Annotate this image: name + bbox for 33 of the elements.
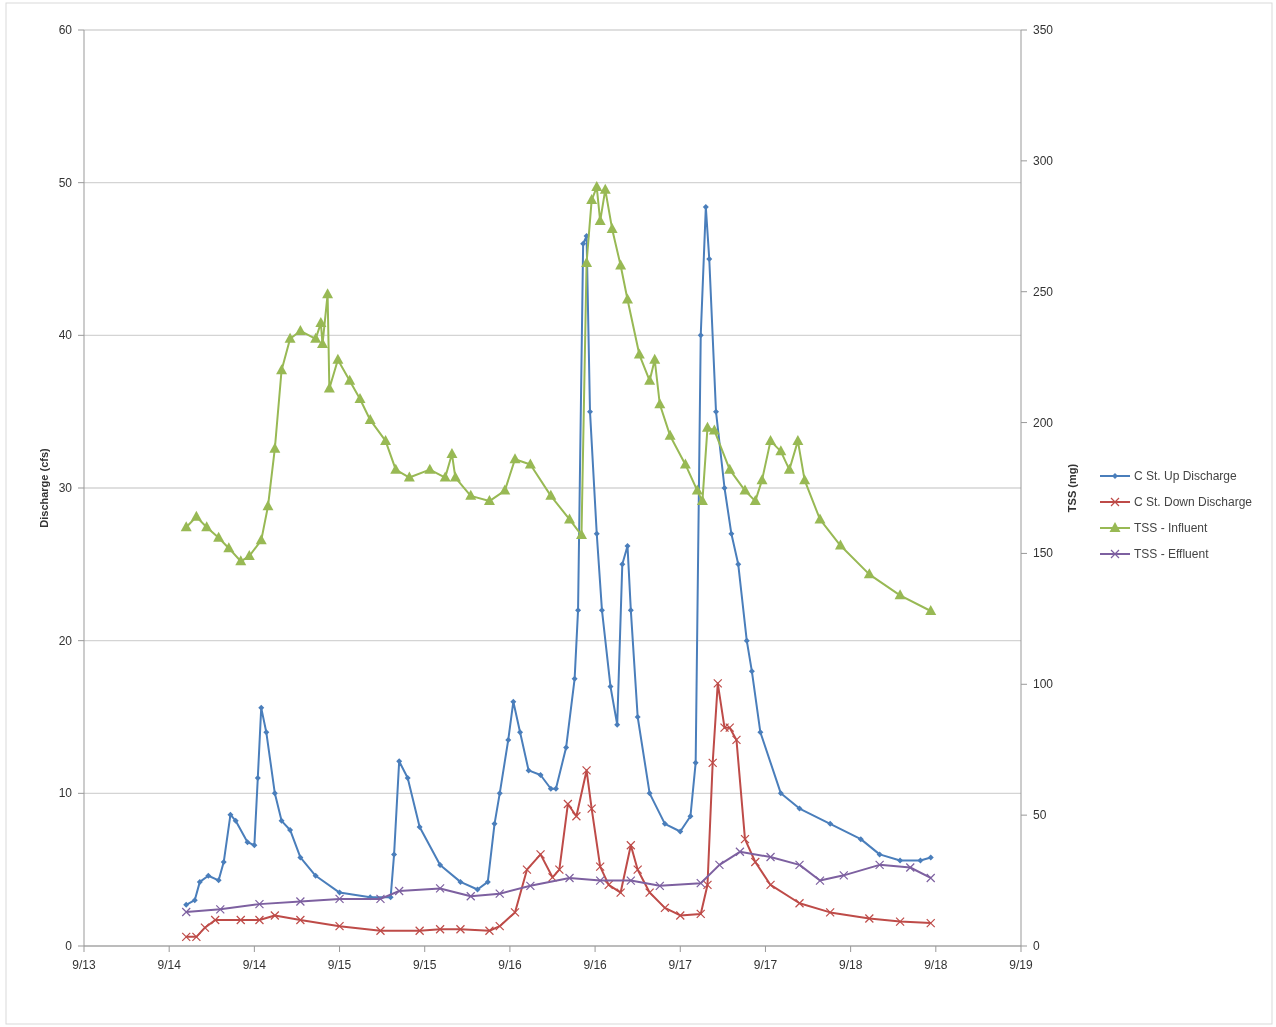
x-tick-label: 9/13 [72, 958, 96, 972]
y2-tick-label: 300 [1033, 153, 1054, 168]
y-tick-label: 60 [58, 23, 73, 37]
x-tick-label: 9/15 [327, 958, 352, 972]
x-tick-label: 9/14 [242, 958, 267, 972]
y2-tick-label: 50 [1033, 808, 1047, 823]
y-tick-label: 10 [58, 786, 73, 801]
x-tick-label: 9/16 [498, 958, 522, 972]
x-tick-label: 9/17 [753, 958, 778, 972]
legend-label: C St. Up Discharge [1134, 469, 1238, 483]
y-tick-label: 20 [58, 633, 73, 648]
y2-tick-label: 250 [1033, 284, 1054, 299]
x-tick-label: 9/17 [668, 958, 693, 972]
y-tick-label: 0 [65, 939, 73, 953]
y2-tick-label: 0 [1033, 939, 1040, 953]
legend-label: C St. Down Discharge [1134, 495, 1253, 509]
legend-label: TSS - Influent [1134, 521, 1209, 535]
legend-label: TSS - Effluent [1134, 547, 1210, 561]
y-tick-label: 30 [58, 481, 73, 495]
y2-tick-label: 350 [1033, 23, 1054, 37]
x-tick-label: 9/18 [924, 958, 948, 972]
x-tick-label: 9/16 [583, 958, 608, 972]
y-tick-label: 50 [58, 175, 73, 190]
y2-tick-label: 100 [1033, 677, 1054, 692]
y2-tick-label: 200 [1033, 415, 1054, 430]
x-tick-label: 9/18 [838, 958, 863, 972]
y-tick-label: 40 [58, 328, 73, 343]
y2-tick-label: 150 [1033, 546, 1054, 561]
x-tick-label: 9/19 [1009, 958, 1033, 972]
y2-axis-title: TSS (mg) [1066, 463, 1078, 513]
y-axis-title: Discharge (cfs) [38, 447, 50, 528]
x-tick-label: 9/15 [413, 958, 437, 972]
x-tick-label: 9/14 [157, 958, 182, 972]
